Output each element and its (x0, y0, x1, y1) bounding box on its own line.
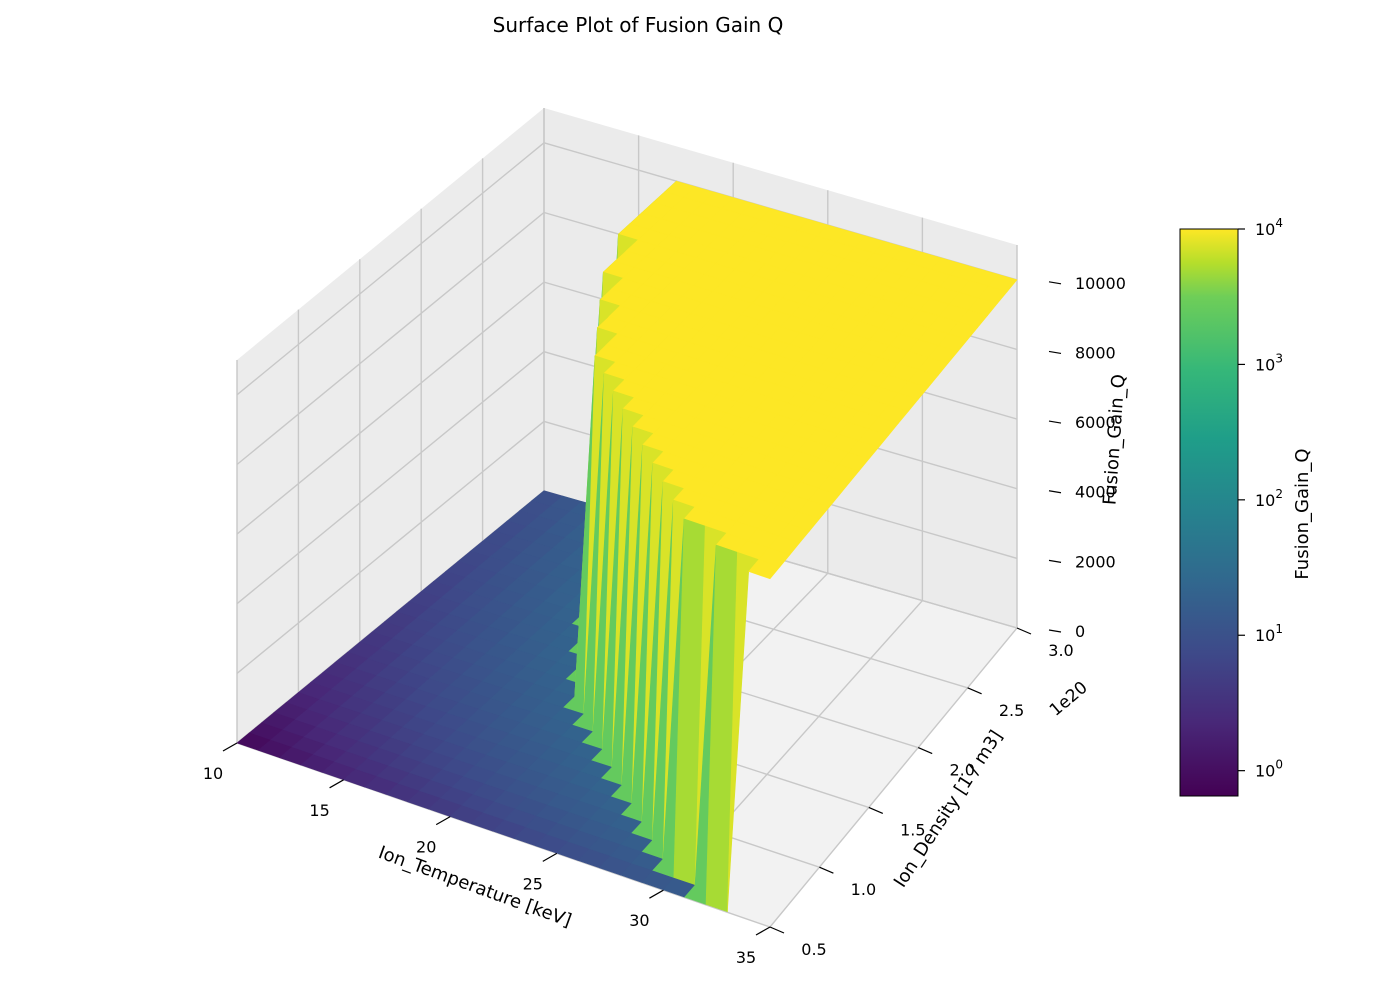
colorbar-tick-label: 101 (1255, 622, 1283, 645)
x-tick-label: 35 (736, 948, 756, 967)
z-tick-mark (1048, 490, 1062, 494)
y-tick-mark (1016, 627, 1032, 635)
z-tick-mark (1048, 281, 1062, 285)
colorbar-ticks: 100 101 102 103 104 (1238, 216, 1283, 781)
x-tick-mark (222, 742, 238, 752)
z-tick-label: 10000 (1075, 274, 1126, 293)
colorbar-tick-label: 103 (1255, 351, 1283, 374)
x-tick-mark (755, 926, 771, 936)
y-tick-label: 2.5 (999, 701, 1024, 720)
x-tick-label: 30 (629, 911, 649, 930)
y-tick-label: 1.0 (851, 880, 876, 899)
left-pane (237, 108, 544, 743)
z-tick-label: 0 (1075, 622, 1085, 641)
y-axis-offset-label: 1e20 (1046, 678, 1092, 721)
y-tick-label: 2.0 (949, 761, 974, 780)
z-tick-mark (1048, 420, 1062, 424)
colorbar-tick-label: 102 (1255, 487, 1283, 510)
x-tick-label: 20 (416, 838, 436, 857)
surface-plot (236, 180, 1018, 913)
axis-ticks: 10 15 20 25 30 35 0.5 1.0 1.5 2.0 2.5 3.00 2000 4000 6… (203, 274, 1126, 967)
x-tick-mark (435, 816, 451, 826)
y-tick-mark (917, 747, 933, 755)
surface-face (748, 559, 781, 580)
colorbar-tick-label: 100 (1255, 758, 1283, 781)
z-tick-label: 6000 (1075, 413, 1116, 432)
x-tick-mark (649, 889, 664, 899)
chart-title: Surface Plot of Fusion Gain Q (493, 13, 784, 37)
z-tick-label: 2000 (1075, 552, 1116, 571)
x-axis-label: Ion_Temperature [keV] (376, 842, 575, 931)
grid-line-z (236, 420, 1018, 674)
y-tick-mark (819, 866, 834, 874)
colorbar-label: Fusion_Gain_Q (1292, 448, 1313, 579)
z-tick-mark (1048, 350, 1062, 355)
x-tick-label: 25 (523, 874, 543, 893)
colorbar: 100 101 102 103 104 Fusion_Gain_Q (1179, 216, 1313, 797)
y-tick-mark (868, 806, 884, 814)
y-tick-mark (769, 926, 785, 934)
y-tick-label: 1.5 (900, 820, 925, 839)
z-axis-label: Fusion_Gain_Q (1099, 373, 1129, 505)
x-tick-label: 15 (309, 801, 329, 820)
z-tick-mark (1048, 629, 1062, 633)
y-tick-label: 0.5 (801, 940, 826, 959)
y-tick-label: 3.0 (1048, 641, 1073, 660)
z-tick-label: 4000 (1075, 483, 1116, 502)
x-tick-label: 10 (203, 764, 223, 783)
z-tick-mark (1048, 559, 1062, 563)
x-tick-mark (542, 852, 558, 862)
z-tick-label: 8000 (1075, 343, 1116, 362)
x-tick-mark (329, 779, 344, 789)
y-tick-mark (967, 687, 982, 695)
colorbar-tick-label: 104 (1255, 216, 1283, 239)
colorbar-gradient (1179, 228, 1239, 797)
